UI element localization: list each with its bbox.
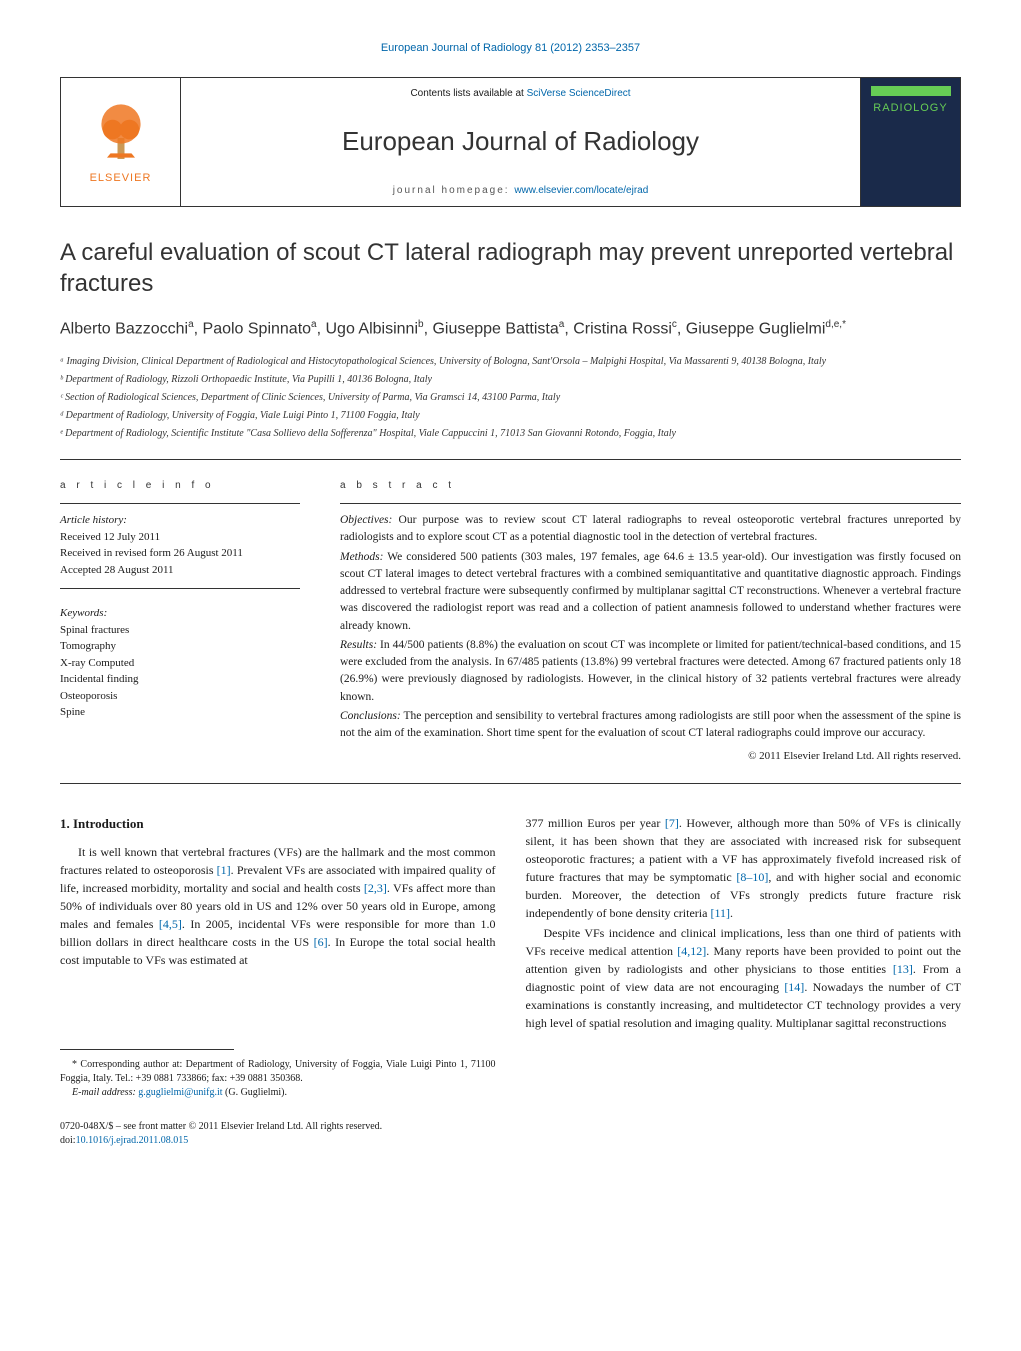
- email-suffix: (G. Guglielmi).: [223, 1087, 287, 1098]
- abstract-block: Objectives: Our purpose was to review sc…: [340, 503, 961, 765]
- history-item: Received 12 July 2011: [60, 529, 300, 546]
- citation-ref-7[interactable]: [7]: [665, 816, 679, 830]
- citation-ref-14[interactable]: [14]: [784, 980, 804, 994]
- objectives-label: Objectives:: [340, 514, 392, 526]
- journal-header-box: ELSEVIER Contents lists available at Sci…: [60, 77, 961, 207]
- col2-paragraph-1: 377 million Euros per year [7]. However,…: [526, 814, 962, 922]
- conclusions-label: Conclusions:: [340, 710, 401, 722]
- header-center: Contents lists available at SciVerse Sci…: [181, 78, 860, 206]
- keyword-item: Incidental finding: [60, 671, 300, 688]
- homepage-line: journal homepage: www.elsevier.com/locat…: [197, 183, 844, 198]
- article-info-label: a r t i c l e i n f o: [60, 478, 300, 493]
- affiliation-line: ᵃ Imaging Division, Clinical Department …: [60, 355, 961, 369]
- history-block: Article history: Received 12 July 2011Re…: [60, 503, 300, 721]
- issn-line: 0720-048X/$ – see front matter © 2011 El…: [60, 1120, 496, 1134]
- citation-ref-8-10[interactable]: [8–10]: [736, 870, 768, 884]
- citation-ref-13[interactable]: [13]: [893, 962, 913, 976]
- elsevier-wordmark: ELSEVIER: [90, 170, 152, 187]
- email-link[interactable]: g.guglielmi@unifg.it: [138, 1087, 222, 1098]
- divider-bottom: [60, 783, 961, 784]
- journal-title: European Journal of Radiology: [197, 122, 844, 161]
- citation-ref-4-12[interactable]: [4,12]: [677, 944, 706, 958]
- results-text: In 44/500 patients (8.8%) the evaluation…: [340, 639, 961, 703]
- homepage-link[interactable]: www.elsevier.com/locate/ejrad: [514, 185, 648, 196]
- abstract-column: a b s t r a c t Objectives: Our purpose …: [340, 478, 961, 765]
- col2-text-d: .: [730, 906, 733, 920]
- affiliation-line: ᶜ Section of Radiological Sciences, Depa…: [60, 391, 961, 405]
- elsevier-logo-cell: ELSEVIER: [61, 78, 181, 206]
- history-label: Article history:: [60, 512, 300, 529]
- abstract-copyright: © 2011 Elsevier Ireland Ltd. All rights …: [340, 748, 961, 765]
- methods-label: Methods:: [340, 551, 383, 563]
- introduction-heading: 1. Introduction: [60, 814, 496, 834]
- affiliation-line: ᵈ Department of Radiology, University of…: [60, 409, 961, 423]
- article-info-column: a r t i c l e i n f o Article history: R…: [60, 478, 300, 765]
- affiliations-block: ᵃ Imaging Division, Clinical Department …: [60, 355, 961, 441]
- journal-cover-thumb: RADIOLOGY: [860, 78, 960, 206]
- journal-ref-link[interactable]: European Journal of Radiology 81 (2012) …: [381, 42, 640, 54]
- affiliation-line: ᵉ Department of Radiology, Scientific In…: [60, 427, 961, 441]
- elsevier-tree-icon: [86, 96, 156, 166]
- results-label: Results:: [340, 639, 377, 651]
- cover-radiology-label: RADIOLOGY: [873, 100, 947, 117]
- abstract-methods: Methods: We considered 500 patients (303…: [340, 549, 961, 635]
- abstract-conclusions: Conclusions: The perception and sensibil…: [340, 708, 961, 743]
- col2-text-a: 377 million Euros per year: [526, 816, 665, 830]
- methods-text: We considered 500 patients (303 males, 1…: [340, 551, 961, 632]
- divider-top: [60, 459, 961, 460]
- contents-prefix: Contents lists available at: [410, 88, 526, 99]
- keyword-item: X-ray Computed: [60, 655, 300, 672]
- corresponding-author-footnote: * Corresponding author at: Department of…: [60, 1058, 496, 1086]
- col2-paragraph-2: Despite VFs incidence and clinical impli…: [526, 924, 962, 1032]
- keyword-item: Tomography: [60, 638, 300, 655]
- doi-link[interactable]: 10.1016/j.ejrad.2011.08.015: [76, 1135, 189, 1146]
- abstract-label: a b s t r a c t: [340, 478, 961, 493]
- email-label: E-mail address:: [72, 1087, 138, 1098]
- doi-line: doi:10.1016/j.ejrad.2011.08.015: [60, 1134, 496, 1148]
- body-two-column: 1. Introduction It is well known that ve…: [60, 814, 961, 1149]
- citation-ref-4-5[interactable]: [4,5]: [159, 917, 182, 931]
- keywords-label: Keywords:: [60, 605, 300, 622]
- sciverse-link[interactable]: SciVerse ScienceDirect: [527, 88, 631, 99]
- history-item: Accepted 28 August 2011: [60, 562, 300, 579]
- citation-ref-1[interactable]: [1]: [217, 863, 231, 877]
- history-item: Received in revised form 26 August 2011: [60, 545, 300, 562]
- conclusions-text: The perception and sensibility to verteb…: [340, 710, 961, 739]
- meta-row: a r t i c l e i n f o Article history: R…: [60, 478, 961, 765]
- intro-paragraph-1: It is well known that vertebral fracture…: [60, 843, 496, 969]
- journal-reference: European Journal of Radiology 81 (2012) …: [60, 40, 961, 57]
- keyword-item: Osteoporosis: [60, 688, 300, 705]
- citation-ref-6[interactable]: [6]: [314, 935, 328, 949]
- citation-ref-11[interactable]: [11]: [710, 906, 730, 920]
- author-list: Alberto Bazzocchia, Paolo Spinnatoa, Ugo…: [60, 317, 961, 341]
- abstract-results: Results: In 44/500 patients (8.8%) the e…: [340, 637, 961, 706]
- doi-prefix: doi:: [60, 1135, 76, 1146]
- citation-ref-2-3[interactable]: [2,3]: [364, 881, 387, 895]
- affiliation-line: ᵇ Department of Radiology, Rizzoli Ortho…: [60, 373, 961, 387]
- email-footnote: E-mail address: g.guglielmi@unifg.it (G.…: [60, 1086, 496, 1100]
- keyword-item: Spine: [60, 704, 300, 721]
- keywords-block: Keywords: Spinal fracturesTomographyX-ra…: [60, 588, 300, 721]
- cover-stripe: [871, 86, 951, 96]
- homepage-prefix: journal homepage:: [393, 185, 515, 196]
- objectives-text: Our purpose was to review scout CT later…: [340, 514, 961, 543]
- contents-available-line: Contents lists available at SciVerse Sci…: [197, 86, 844, 101]
- article-title: A careful evaluation of scout CT lateral…: [60, 237, 961, 299]
- abstract-objectives: Objectives: Our purpose was to review sc…: [340, 512, 961, 547]
- footnote-divider: [60, 1049, 234, 1050]
- keyword-item: Spinal fractures: [60, 622, 300, 639]
- footer-block: 0720-048X/$ – see front matter © 2011 El…: [60, 1120, 496, 1148]
